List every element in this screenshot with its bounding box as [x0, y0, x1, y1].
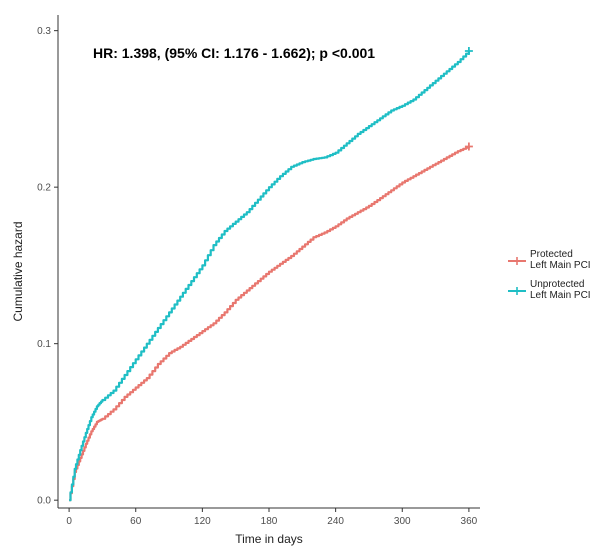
- series-end-marker-1: [464, 142, 473, 151]
- x-tick-label: 60: [130, 516, 142, 527]
- legend-label: Unprotected: [530, 279, 584, 290]
- series-line-1: [69, 146, 470, 502]
- legend-label: Protected: [530, 249, 573, 260]
- axes-layer: [57, 15, 480, 509]
- x-tick-label: 240: [327, 516, 344, 527]
- y-ticks: 0.0 0.1 0.2 0.3: [37, 26, 58, 507]
- y-tick-label: 0.0: [37, 496, 51, 507]
- x-ticks: 0 60 120 180 240 300 360: [66, 508, 478, 527]
- legend-label: Left Main PCI: [530, 260, 591, 271]
- x-tick-label: 180: [261, 516, 278, 527]
- x-tick-label: 0: [66, 516, 72, 527]
- y-axis-title: Cumulative hazard: [11, 221, 25, 321]
- x-tick-label: 300: [394, 516, 411, 527]
- x-tick-label: 360: [461, 516, 478, 527]
- hazard-ratio-annotation: HR: 1.398, (95% CI: 1.176 - 1.662); p <0…: [93, 45, 375, 61]
- x-axis-title: Time in days: [235, 532, 303, 546]
- series-layer: [69, 46, 473, 502]
- legend-key-marker: [513, 287, 521, 295]
- legend-key-marker: [513, 257, 521, 265]
- series-line-2: [69, 51, 470, 502]
- x-tick-label: 120: [194, 516, 211, 527]
- series-end-marker-2: [464, 46, 473, 55]
- legend-label: Left Main PCI: [530, 290, 591, 301]
- y-tick-label: 0.2: [37, 183, 51, 194]
- y-tick-label: 0.1: [37, 339, 51, 350]
- y-tick-label: 0.3: [37, 26, 51, 37]
